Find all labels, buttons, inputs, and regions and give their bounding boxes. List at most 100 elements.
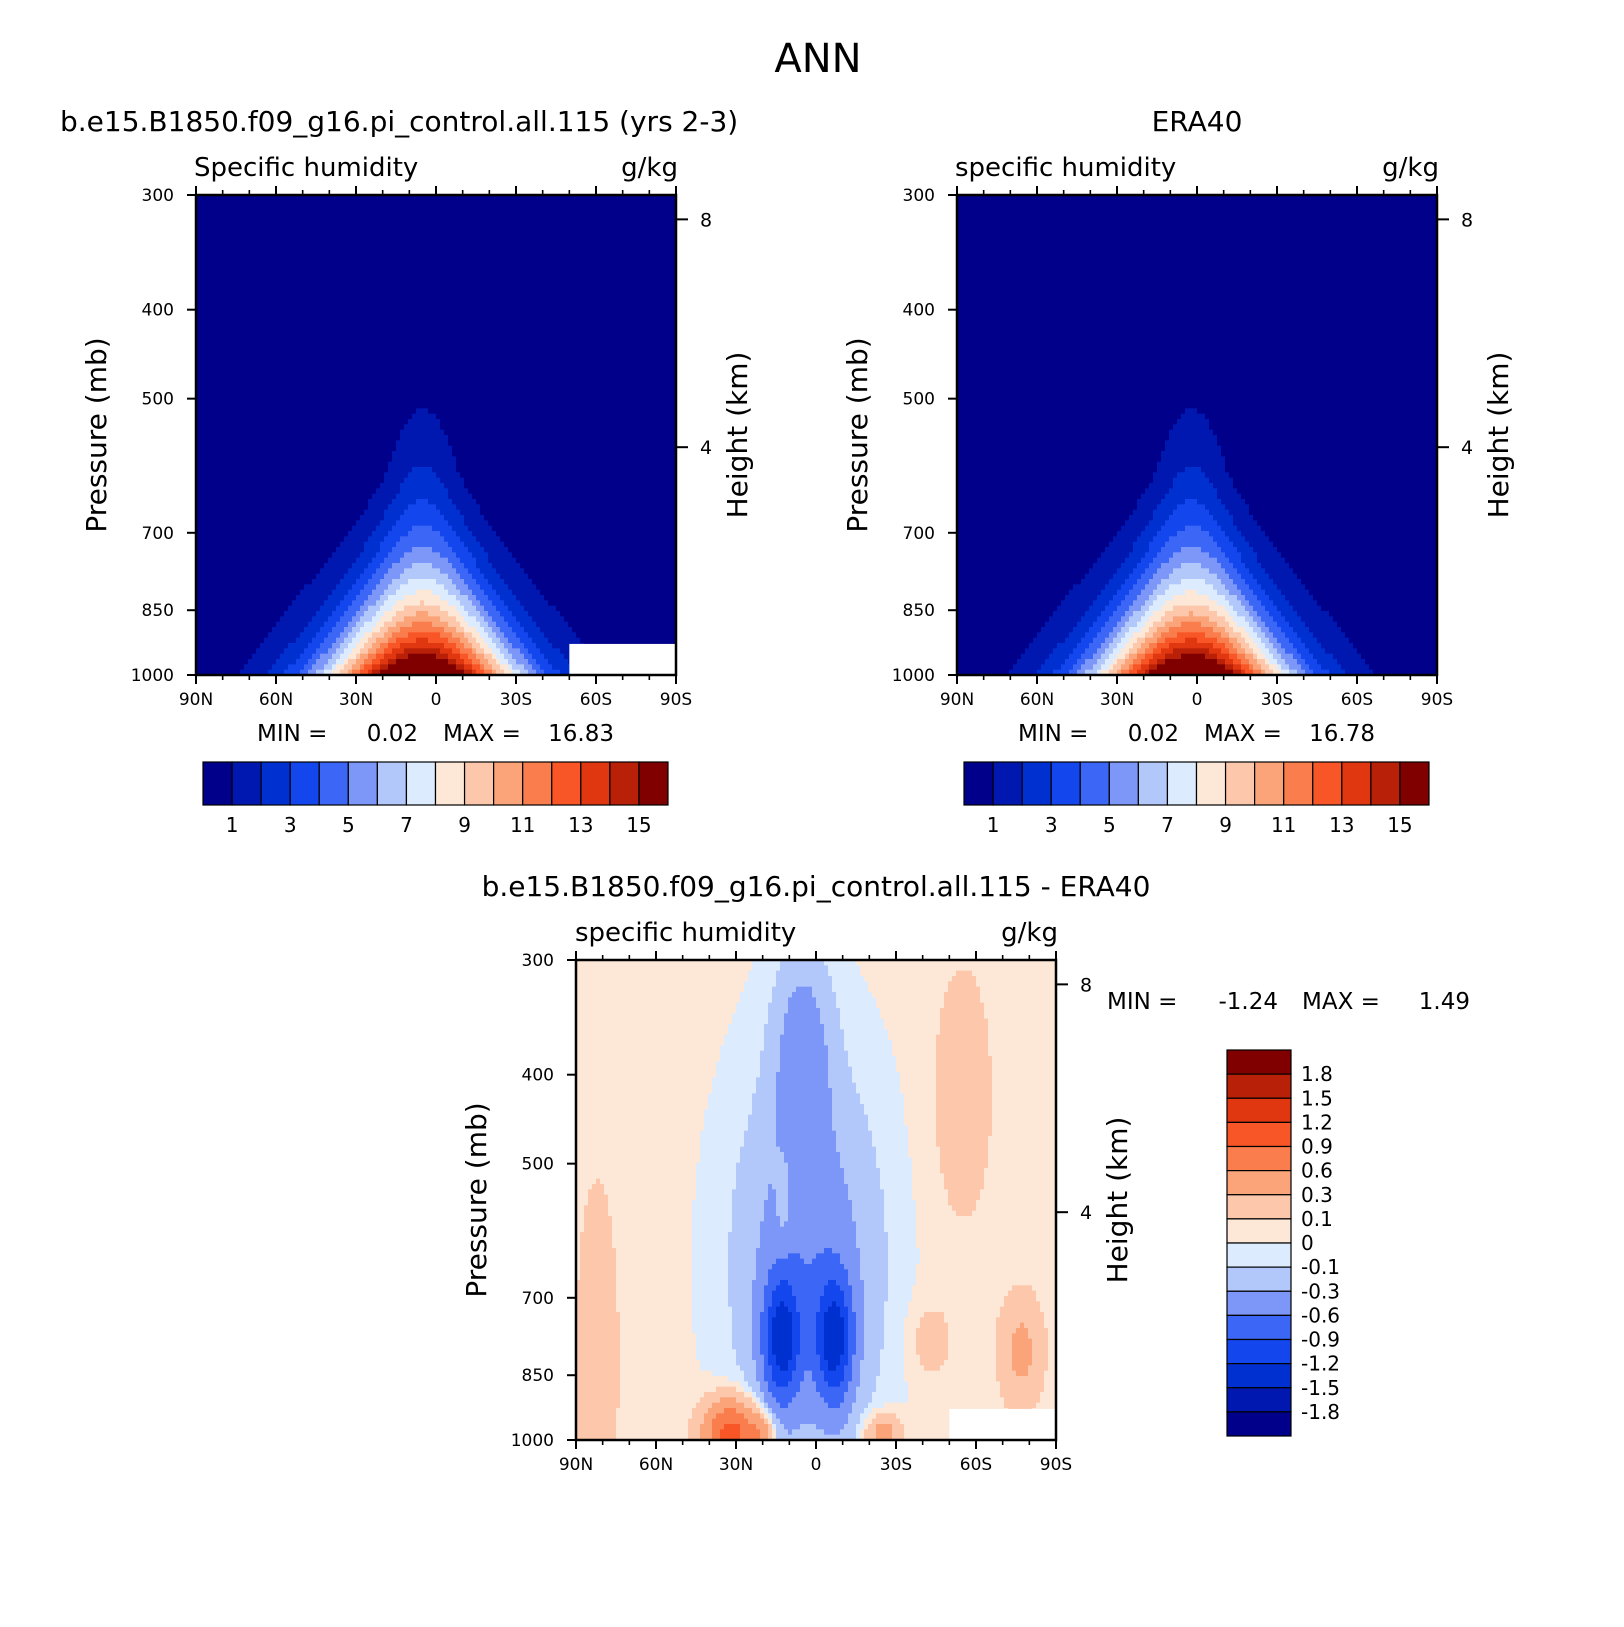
contour-cell [1040,1301,1056,1308]
contour-cell [957,307,1437,313]
colorbar-box [493,761,524,806]
contour-cell [852,1376,861,1382]
contour-cell [792,1333,801,1340]
contour-cell [1165,600,1218,607]
contour-cell [756,1274,769,1281]
contour-cell [848,1381,861,1388]
panel-title: b.e15.B1850.f09_g16.pi_control.all.115 (… [60,105,738,138]
contour-cell [692,1296,729,1302]
contour-cell [1201,525,1222,532]
contour-cell [1217,493,1242,500]
contour-cell [1205,653,1218,660]
contour-cell [852,1066,897,1073]
contour-cell [756,1088,777,1094]
contour-cell [836,992,873,998]
figure-title: ANN [774,36,861,82]
colorbar-label: -1.8 [1301,1400,1340,1424]
contour-cell [776,1354,793,1361]
contour-cell [576,1258,581,1265]
contour-cell [528,659,537,665]
contour-cell [360,664,365,671]
contour-cell [1141,643,1150,649]
contour-cell [992,1082,1056,1089]
contour-cell [1281,627,1294,633]
contour-cell [1237,637,1246,644]
contour-cell [1000,1312,1045,1318]
contour-cell [1205,472,1230,479]
contour-cell [776,1189,789,1196]
contour-cell [744,1130,777,1137]
contour-cell [1209,648,1222,655]
contour-cell [944,1002,985,1009]
contour-cell [400,536,445,543]
y-tick-label: 500 [142,390,174,410]
contour-cell [576,1114,705,1121]
contour-cell [580,1264,617,1270]
contour-cell [592,1184,605,1190]
contour-cell [308,621,325,628]
contour-cell [844,1376,853,1382]
contour-cell [756,1392,765,1398]
contour-cell [856,1221,885,1228]
contour-cell [196,547,337,553]
contour-cell [1105,621,1118,628]
contour-cell [816,1424,845,1430]
contour-cell [1277,648,1286,655]
contour-cell [372,632,385,639]
contour-cell [832,1093,861,1100]
contour-cell [316,659,329,665]
contour-cell [576,1168,697,1174]
contour-cell [888,1290,913,1297]
contour-cell [752,1290,765,1297]
contour-cell [380,616,393,623]
contour-cell [1361,653,1437,660]
contour-cell [816,1328,825,1334]
contour-cell [768,1184,773,1190]
contour-cell [616,1269,693,1276]
contour-cell [364,664,373,671]
contour-cell [196,195,676,201]
colorbar-label: -0.9 [1301,1328,1340,1352]
contour-cell [900,1088,937,1094]
contour-cell [1149,547,1162,553]
colorbar-label: -1.5 [1301,1376,1340,1400]
y2-axis-label: Height (km) [1482,352,1515,519]
max-label: MAX = [1302,989,1380,1015]
contour-cell [576,1141,701,1148]
contour-cell [772,1322,793,1329]
contour-cell [828,1402,841,1409]
contour-cell [1265,669,1274,675]
contour-cell [992,1061,1056,1068]
contour-cell [580,1269,617,1276]
x-tick-label: 90S [1421,690,1453,710]
contour-cell [496,643,505,649]
contour-cell [288,643,309,649]
contour-cell [500,637,509,644]
contour-cell [384,472,409,479]
contour-cell [1093,664,1102,671]
contour-cell [920,1253,1056,1260]
contour-cell [728,1376,745,1382]
contour-cell [1173,616,1210,623]
contour-cell [576,1312,621,1318]
contour-cell [1245,616,1254,623]
contour-cell [196,307,676,313]
contour-cell [828,1066,853,1073]
contour-cell [957,403,1437,409]
contour-cell [504,600,521,607]
contour-cell [788,1381,801,1388]
contour-cell [616,1418,689,1425]
colorbar-label: 0.1 [1301,1207,1333,1231]
contour-cell [957,536,1114,543]
contour-cell [856,1344,865,1350]
contour-cell [196,243,676,249]
contour-cell [1137,637,1146,644]
contour-cell [1157,467,1186,473]
contour-cell [1004,1301,1041,1308]
contour-cell [860,1381,877,1388]
contour-cell [1257,653,1266,660]
contour-cell [444,515,465,521]
contour-cell [1221,648,1230,655]
contour-cell [772,1296,797,1302]
contour-cell [356,595,369,601]
